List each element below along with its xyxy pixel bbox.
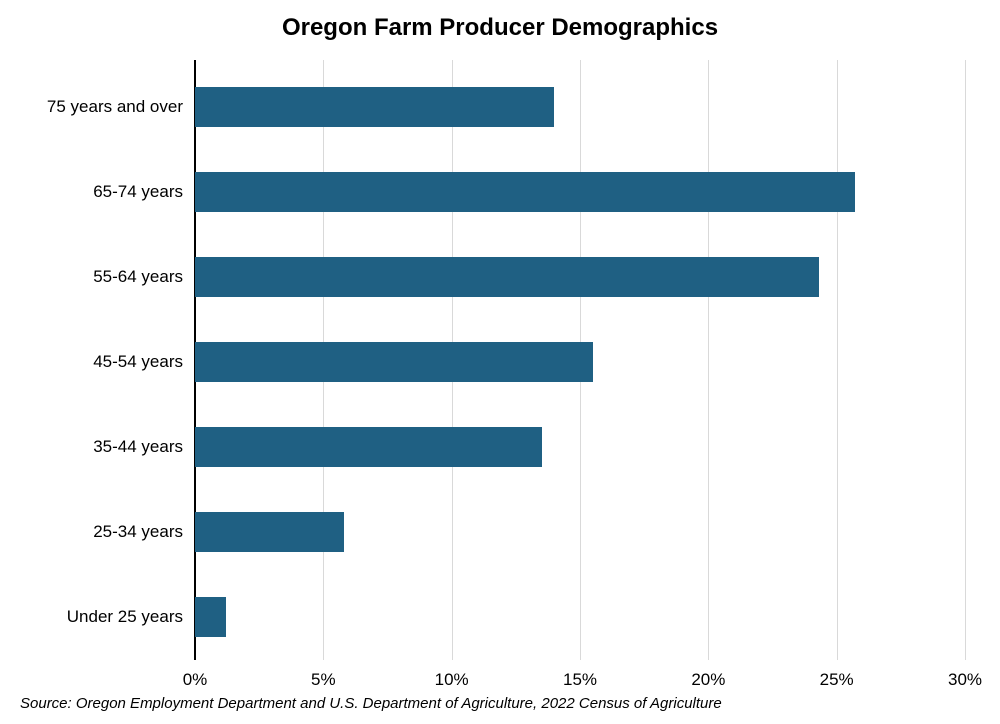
bar [195,87,554,127]
y-category-label: 75 years and over [47,97,183,117]
x-tick-label: 30% [948,670,982,690]
gridline [837,60,838,660]
x-tick-label: 5% [311,670,336,690]
y-category-label: 45-54 years [93,352,183,372]
y-category-label: 65-74 years [93,182,183,202]
x-tick-label: 25% [820,670,854,690]
gridline [965,60,966,660]
x-tick-label: 20% [691,670,725,690]
gridline [708,60,709,660]
y-category-label: Under 25 years [67,607,183,627]
chart-title: Oregon Farm Producer Demographics [0,0,1000,42]
source-caption: Source: Oregon Employment Department and… [20,695,722,712]
bar [195,342,593,382]
bar [195,512,344,552]
plot-region: 0%5%10%15%20%25%30%75 years and over65-7… [195,60,965,660]
y-category-label: 55-64 years [93,267,183,287]
bar [195,172,855,212]
x-tick-label: 10% [435,670,469,690]
y-category-label: 25-34 years [93,522,183,542]
bar [195,597,226,637]
bar [195,257,819,297]
x-tick-label: 0% [183,670,208,690]
y-category-label: 35-44 years [93,437,183,457]
chart-plot-area: 0%5%10%15%20%25%30%75 years and over65-7… [195,60,965,660]
bar [195,427,542,467]
x-tick-label: 15% [563,670,597,690]
